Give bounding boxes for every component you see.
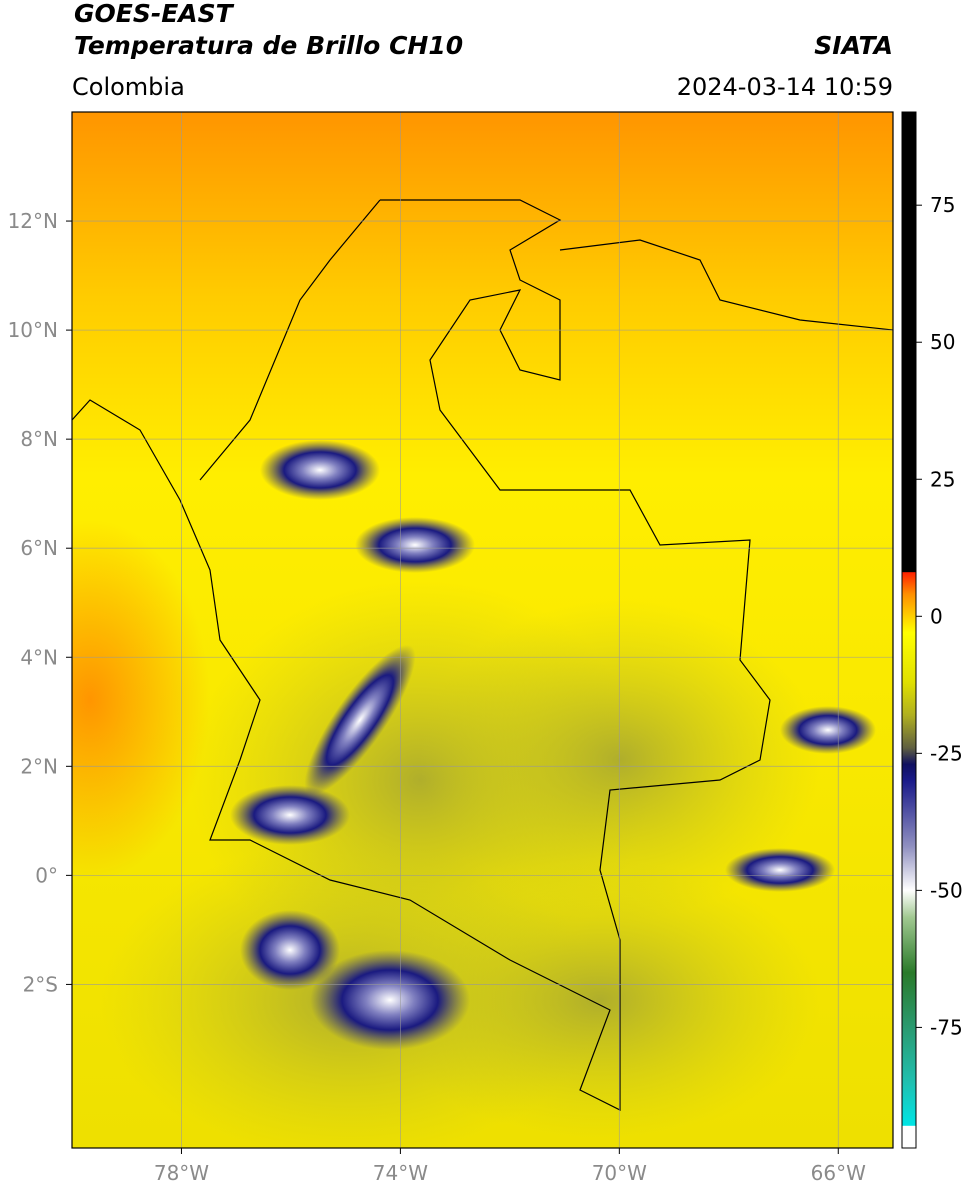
y-tick-label: 12°N (8, 209, 58, 233)
cloud-area (420, 600, 820, 920)
storm-cell (260, 440, 380, 500)
colorbar-tick-label: 75 (930, 193, 955, 217)
x-tick-label: 70°W (592, 1161, 647, 1185)
warm-area (72, 520, 210, 880)
datetime: 2024-03-14 10:59 (677, 73, 893, 101)
colorbar-tick-label: -75 (930, 1015, 963, 1039)
storm-cell (240, 910, 340, 990)
map-frame (71, 111, 894, 1149)
storm-cell (780, 706, 876, 754)
storm-cell (310, 950, 470, 1050)
region: Colombia (72, 73, 185, 101)
x-tick-label: 78°W (154, 1161, 209, 1185)
y-tick-label: 4°N (20, 645, 58, 669)
x-tick-label: 74°W (373, 1161, 428, 1185)
title: GOES-EAST (74, 0, 235, 28)
storm-cell (725, 848, 835, 892)
storm-cell (304, 644, 416, 796)
storm-cell (355, 517, 475, 573)
colorbar-tick-label: 0 (930, 604, 943, 628)
colorbar-tick-label: 25 (930, 467, 955, 491)
y-tick-label: 0° (35, 863, 58, 887)
source: SIATA (814, 31, 893, 60)
borders (72, 199, 893, 1111)
y-tick-label: 8°N (20, 427, 58, 451)
subtitle: Temperatura de Brillo CH10 (74, 31, 463, 60)
colorbar-tick-label: -50 (930, 878, 963, 902)
y-tick-label: 2°N (20, 754, 58, 778)
y-tick-label: 10°N (8, 318, 58, 342)
colorbar (901, 111, 917, 1149)
map-image (72, 112, 893, 1148)
y-tick-label: 6°N (20, 536, 58, 560)
y-tick-label: 2°S (23, 972, 58, 996)
colorbar-tick-label: -25 (930, 741, 963, 765)
cloud-area (380, 860, 820, 1140)
colorbar-tick-label: 50 (930, 330, 955, 354)
x-tick-label: 66°W (811, 1161, 866, 1185)
storm-cell (230, 785, 350, 845)
